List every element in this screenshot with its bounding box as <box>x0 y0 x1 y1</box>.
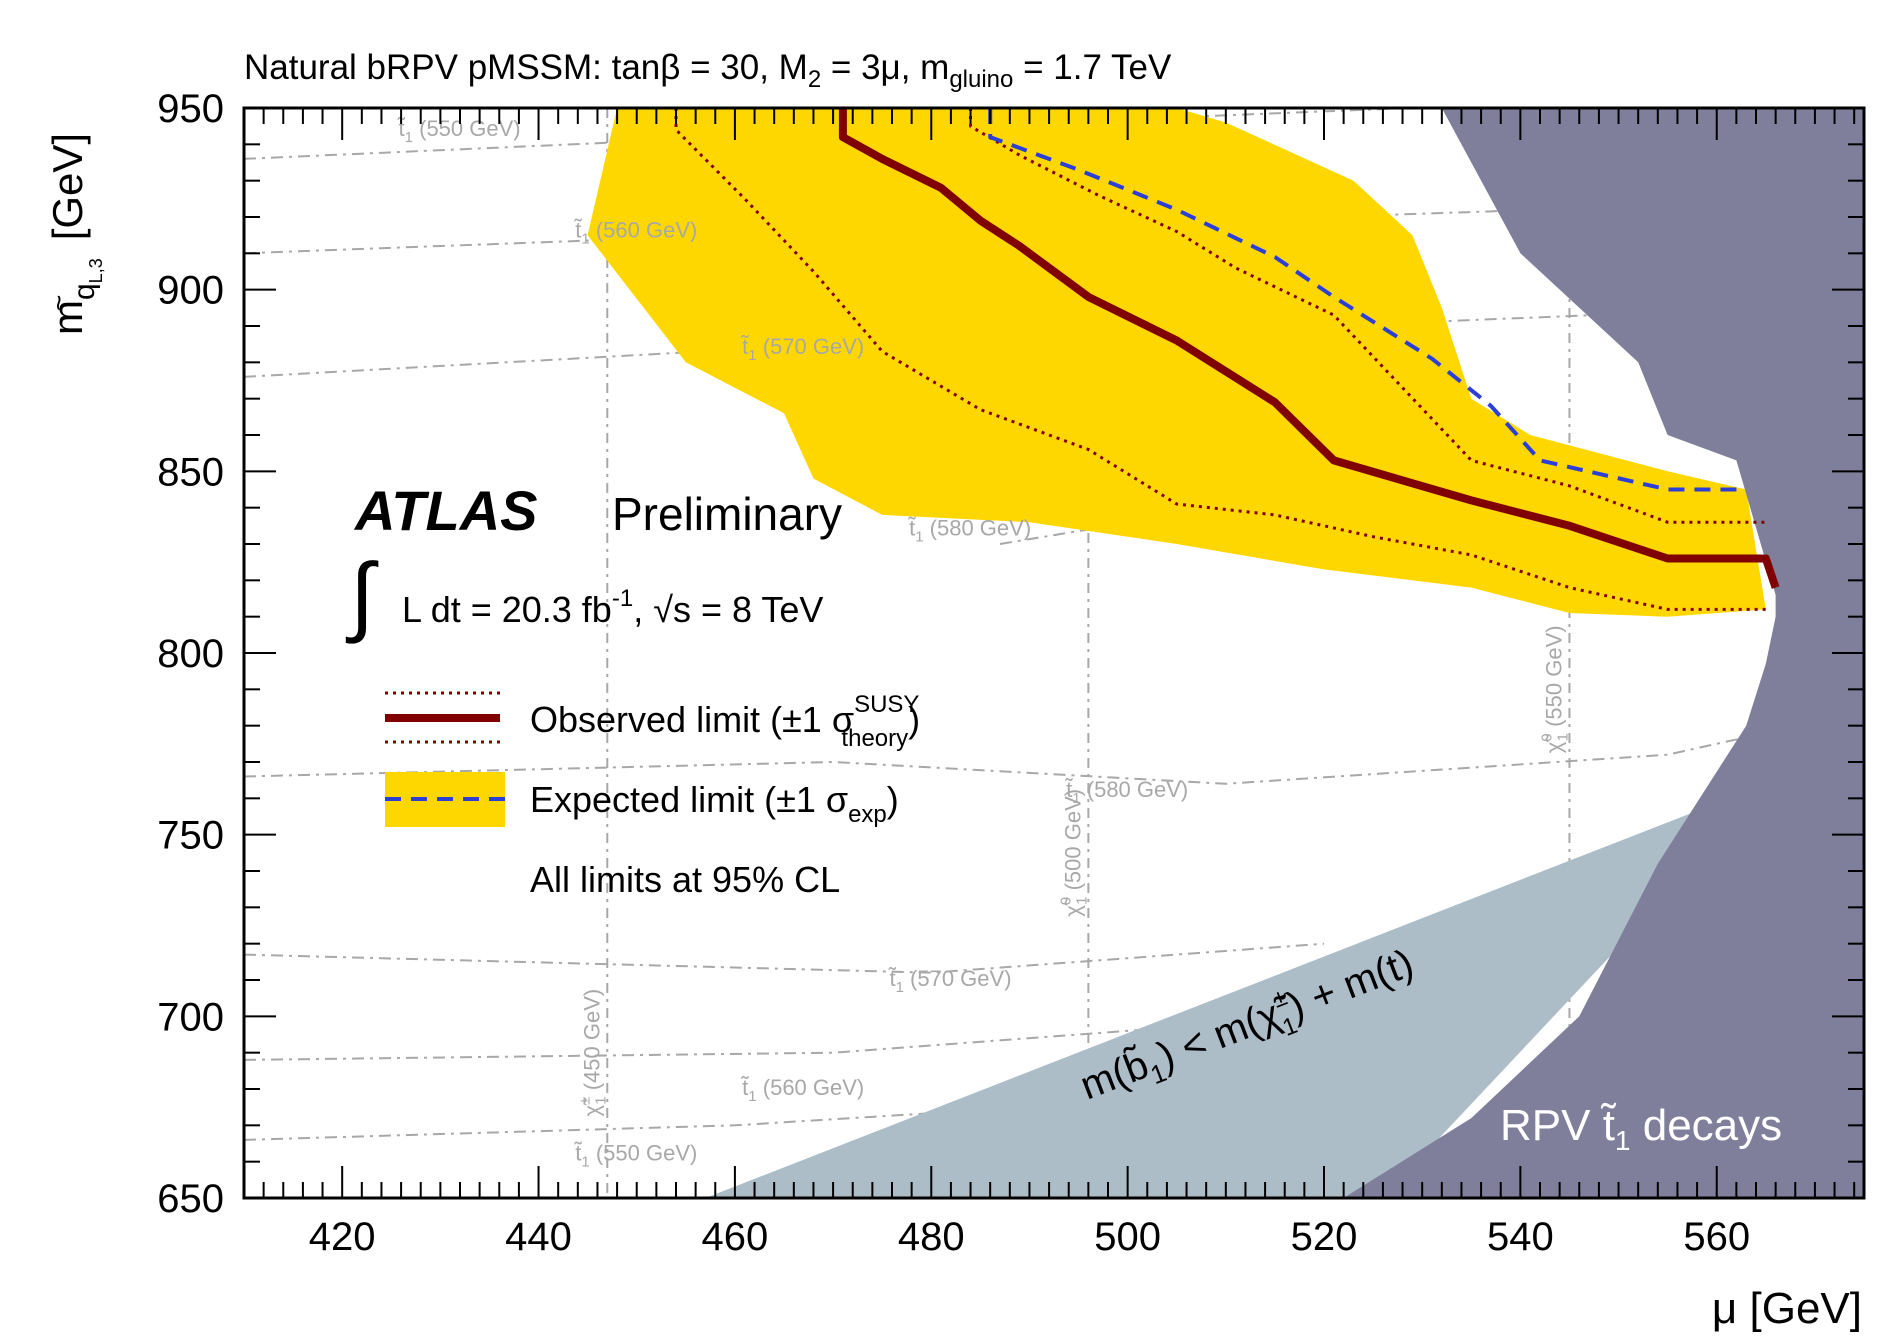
x-tick-label: 480 <box>898 1215 965 1259</box>
observed-limit-line <box>838 108 1780 589</box>
stop-contour-label: t̃1 (560 GeV) <box>574 218 698 248</box>
atlas-label: ATLAS <box>353 479 538 542</box>
stop-contour-label: t̃1 (580 GeV) <box>907 515 1031 545</box>
stop-contour-label: t̃1 (550 GeV) <box>397 116 521 146</box>
x-tick-label: 560 <box>1683 1215 1750 1259</box>
expected-limit-line <box>988 108 1747 492</box>
x-axis-label: μ [GeV] <box>1712 1284 1862 1333</box>
stop-contour <box>244 710 1864 785</box>
y-tick-label: 750 <box>157 814 224 858</box>
stop-contour-label: t̃1 (560 GeV) <box>740 1075 864 1105</box>
svg-text:χ̃01 (550 GeV): χ̃01 (550 GeV) <box>1538 625 1571 753</box>
svg-text:χ̃±1 (450 GeV): χ̃±1 (450 GeV) <box>576 989 609 1117</box>
expected-band <box>587 108 1766 617</box>
svg-text:~: ~ <box>43 295 74 311</box>
x-tick-label: 500 <box>1094 1215 1161 1259</box>
chart-title: Natural bRPV pMSSM: tanβ = 30, M2 = 3μ, … <box>244 48 1172 93</box>
integral-sign: ∫ <box>345 545 379 644</box>
x-tick-label: 420 <box>309 1215 376 1259</box>
y-tick-label: 800 <box>157 632 224 676</box>
contour-labels: t̃1 (550 GeV) t̃1 (560 GeV) t̃1 (570 GeV) t… <box>397 116 1572 1171</box>
chargino-contour-label: χ̃01 (500 GeV) <box>1057 789 1090 917</box>
plot-area: t̃1 (550 GeV) t̃1 (560 GeV) t̃1 (570 GeV) t… <box>244 108 1864 1198</box>
y-tick-label: 650 <box>157 1177 224 1221</box>
y-tick-label: 950 <box>157 87 224 131</box>
y-tick-label: 900 <box>157 269 224 313</box>
stop-contour-label: t̃1 (580 GeV) <box>1064 777 1188 807</box>
rpv-region-label: RPV t̃1 decays <box>1500 1101 1782 1156</box>
y-tick-label: 700 <box>157 995 224 1039</box>
stop-contour <box>244 1015 1325 1061</box>
legend-cl-label: All limits at 95% CL <box>530 859 840 900</box>
chargino-contour-label: χ̃01 (550 GeV) <box>1538 625 1571 753</box>
stop-contour-label: t̃1 (570 GeV) <box>740 334 864 364</box>
x-tick-label: 520 <box>1291 1215 1358 1259</box>
x-tick-label: 540 <box>1487 1215 1554 1259</box>
y-tick-label: 850 <box>157 450 224 494</box>
legend: ATLAS Preliminary ∫ L dt = 20.3 fb-1, √s… <box>345 479 920 900</box>
svg-text:χ̃01 (500 GeV): χ̃01 (500 GeV) <box>1057 789 1090 917</box>
observed-plus-line <box>969 108 1766 524</box>
preliminary-label: Preliminary <box>612 488 842 540</box>
y-axis-label: mqL,3[GeV] ~ <box>43 133 106 335</box>
exclusion-sbottom-region <box>705 780 1776 1198</box>
legend-expected-label: Expected limit (±1 σexp) <box>530 779 899 828</box>
lumi-label: L dt = 20.3 fb-1, √s = 8 TeV <box>402 585 823 630</box>
stop-contour-label: t̃1 (570 GeV) <box>888 966 1012 996</box>
exclusion-rpv-region <box>1343 108 1864 1198</box>
x-tick-label: 460 <box>702 1215 769 1259</box>
stop-contour-label: t̃1 (550 GeV) <box>574 1140 698 1170</box>
x-tick-label: 440 <box>505 1215 572 1259</box>
svg-text:mqL,3[GeV]: mqL,3[GeV] <box>44 133 106 335</box>
stop-contour <box>244 942 1325 974</box>
axis-ticks <box>243 107 1864 1199</box>
x-tick-labels: 420 440 460 480 500 520 540 560 <box>309 1215 1750 1259</box>
legend-observed-label: Observed limit (±1 σSUSY theory) <box>530 691 920 752</box>
y-tick-labels: 650 700 750 800 850 900 950 <box>157 87 224 1221</box>
chargino-contour-label: χ̃±1 (450 GeV) <box>576 989 609 1117</box>
